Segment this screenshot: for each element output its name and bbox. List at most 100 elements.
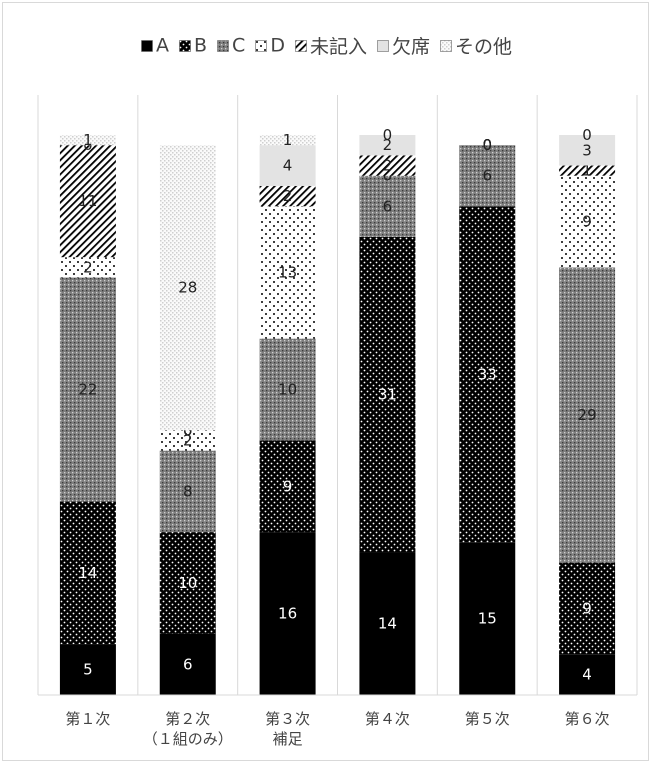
data-label: 10 (178, 574, 197, 592)
legend-swatch (179, 39, 191, 52)
data-label: 29 (578, 406, 597, 424)
category-label: （１組のみ） (143, 730, 233, 748)
data-label: 2 (83, 258, 93, 276)
legend-swatch (440, 39, 452, 52)
data-label: 3 (582, 141, 592, 159)
data-label: 33 (478, 365, 497, 383)
bar-segment (359, 135, 416, 156)
bar-segment (359, 155, 416, 176)
data-label: 0 (383, 126, 393, 144)
data-label: 6 (482, 167, 492, 185)
category-label: 補足 (273, 730, 303, 748)
data-label: 10 (278, 381, 297, 399)
bar-segment (559, 135, 616, 166)
bar-segment (159, 450, 216, 533)
data-label: 4 (283, 157, 293, 175)
data-label: 2 (383, 136, 393, 154)
data-label: 4 (582, 666, 592, 684)
legend-label: C (232, 34, 246, 57)
legend-swatch (255, 39, 268, 52)
data-label: 15 (478, 610, 497, 628)
bar-segment (59, 257, 116, 278)
bar-segment (559, 267, 616, 563)
bar-segment (59, 135, 116, 146)
category-label: 第５次 (465, 710, 510, 728)
category-label: 第６次 (565, 710, 610, 728)
data-label: 1 (83, 131, 93, 149)
bar-segment (259, 440, 316, 533)
legend-label: 未記入 (309, 36, 367, 58)
legend-label: D (270, 34, 285, 57)
bar-segment (359, 236, 416, 553)
bar-segment (159, 430, 216, 451)
legend-label: B (193, 34, 208, 57)
bar-segment (559, 562, 616, 655)
data-label: 6 (183, 655, 193, 673)
data-label: 28 (178, 279, 197, 297)
data-label: 0 (582, 126, 592, 144)
data-label: 0 (482, 136, 492, 154)
legend-item: D (255, 34, 285, 57)
data-label: 11 (78, 192, 97, 210)
bar-segment (459, 145, 516, 207)
legend-swatch (141, 39, 153, 52)
bar-segment (559, 654, 616, 695)
data-label: 0 (482, 136, 492, 154)
data-label: 0 (383, 167, 393, 185)
legend: A B C D 未記入 欠席 その他 (0, 32, 653, 59)
data-label: 2 (383, 157, 393, 175)
bar-segment (159, 633, 216, 695)
category-label: 第１次 (65, 710, 110, 728)
bar-segment (59, 501, 116, 645)
bar-segment (259, 135, 316, 146)
bar-segment (259, 206, 316, 339)
bar-segment (59, 644, 116, 695)
data-label: 9 (582, 599, 592, 617)
category-label: 第２次 (165, 710, 210, 728)
data-label: 9 (582, 213, 592, 231)
legend-item: その他 (440, 32, 512, 59)
bar-segment (259, 338, 316, 441)
bar-segment (359, 175, 416, 237)
legend-swatch (295, 39, 307, 52)
legend-item: A (141, 34, 169, 57)
bar-segment (559, 175, 616, 268)
data-label: 31 (378, 386, 397, 404)
data-label: 14 (378, 615, 397, 633)
data-label: 9 (283, 477, 293, 495)
data-label: 0 (482, 136, 492, 154)
data-label: 1 (582, 162, 592, 180)
data-label: 8 (183, 482, 193, 500)
legend-swatch (217, 39, 229, 52)
data-label: 2 (183, 431, 193, 449)
bar-segment (259, 185, 316, 207)
legend-item: 欠席 (377, 32, 430, 59)
bar-segment (59, 145, 116, 258)
data-label: 5 (83, 661, 93, 679)
legend-label: A (155, 34, 169, 57)
data-label: 14 (78, 564, 97, 582)
legend-label: 欠席 (391, 36, 430, 58)
legend-label: その他 (454, 36, 512, 58)
data-label: 2 (283, 187, 293, 205)
data-label: 0 (482, 136, 492, 154)
bar-segment (459, 206, 516, 543)
legend-swatch (377, 39, 389, 52)
bar-segment (459, 542, 516, 695)
category-label: 第３次 (265, 710, 310, 728)
data-label: 6 (383, 197, 393, 215)
bar-segment (259, 532, 316, 695)
bar-segment (159, 532, 216, 634)
bar-segment (59, 277, 116, 502)
bar-segment (359, 552, 416, 695)
category-label: 第４次 (365, 710, 410, 728)
legend-item: B (179, 34, 207, 57)
data-label: 22 (78, 381, 97, 399)
bar-segment (559, 165, 616, 176)
legend-item: 未記入 (295, 32, 367, 59)
data-label: 13 (278, 263, 297, 281)
bar-segment (159, 145, 216, 431)
bar-segment (259, 145, 316, 186)
legend-item: C (217, 34, 245, 57)
